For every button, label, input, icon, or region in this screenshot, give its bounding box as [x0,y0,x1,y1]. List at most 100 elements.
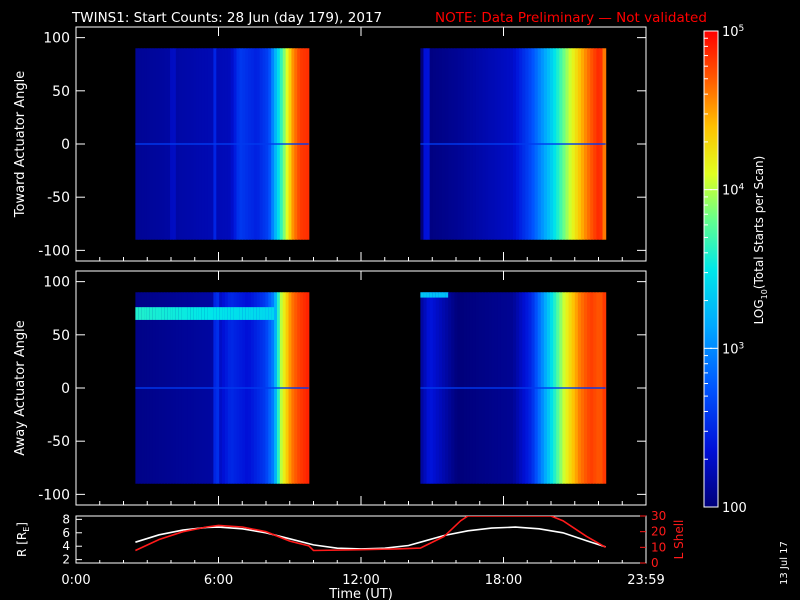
orbit-xtick-label: 6:00 [204,573,233,588]
away-band-cell [432,292,437,298]
away-band-cell [181,307,186,320]
colorbar-label-sub: 10 [760,289,769,299]
away-band-cell [198,307,203,320]
toward-ytick-label: 100 [43,31,70,47]
orbit-left-label: R [RE] [15,522,31,557]
away-band-cell [242,307,246,320]
away-band-cell [204,307,209,320]
away-band-cell [213,307,217,320]
away-band-cell [259,307,264,320]
away-band-cell [207,307,212,320]
orbit-right-tick-label: 10 [651,540,666,554]
away-band-cell [435,292,440,298]
away-band-cell [236,307,240,320]
away-band-cell [423,292,428,298]
orbit-left-tick-label: 2 [62,553,70,567]
toward-ytick-label: -50 [47,190,70,206]
away-band-cell [271,307,275,320]
away-band-cell [426,292,431,298]
away-band-cell [161,307,165,320]
away-band-cell [210,307,214,320]
toward-ytick-label: 50 [52,84,70,100]
away-band-cell [149,307,154,320]
orbit-right-tick-label: 20 [651,525,666,539]
away-band-cell [219,307,223,320]
away-band-cell [245,307,249,320]
away-band-cell [164,307,168,320]
away-band-cell [230,307,235,320]
colorbar-label-main: LOG [752,299,766,324]
away-band-cell [187,307,191,320]
toward-ylabel: Toward Actuator Angle [13,71,28,218]
colorbar: 100 103 104 105 LOG10(Total Starts per Scan… [703,24,769,516]
away-band-cell [268,307,272,320]
away-band-cell [262,307,267,320]
orbit-xtick-label: 0:00 [61,573,90,588]
away-band-cell [146,307,151,320]
orbit-xtick-label: 12:00 [342,573,379,588]
colorbar-label-rest: (Total Starts per Scan) [752,156,766,290]
away-ytick-label: 0 [61,381,70,397]
away-band-cell [190,307,194,320]
away-band-cell [250,307,255,320]
away-band-cell [155,307,160,320]
orbit-left-tick-label: 4 [62,539,70,553]
away-band-cell [445,292,449,298]
away-band-cell [158,307,162,320]
away-band-cell [253,307,258,320]
away-heatmap-cells [135,292,607,484]
away-band-cell [167,307,171,320]
date-stamp: 13 Jul 17 [779,541,790,585]
away-band-cell [201,307,206,320]
away-band-cell [144,307,148,320]
toward-heatmap-cells [135,48,607,240]
orbit-right-label: L Shell [672,520,686,560]
away-band-cell [135,307,139,320]
away-band-cell [265,307,269,320]
orbit-left-tick-label: 8 [62,512,70,526]
orbit-right-tick-label: 30 [651,509,666,523]
orbit-xtick-label: 23:59 [627,573,664,588]
away-band-cell [193,307,197,320]
away-band-cell [216,307,220,320]
away-band-cell [438,292,443,298]
away-band-cell [222,307,226,320]
away-band-cell [184,307,188,320]
away-band-cell [152,307,157,320]
away-band-cell [233,307,238,320]
toward-angle-panel: -100 -50 0 50 100 Toward Actuator Angle [13,26,647,262]
toward-ytick-label: 0 [61,137,70,153]
away-band-cell [170,307,174,320]
r-distance-line [135,526,606,550]
l-shell-line [135,516,606,552]
away-band-cell [256,307,261,320]
colorbar-gradient [703,30,719,508]
away-band-cell [141,307,145,320]
away-band-cell [178,307,183,320]
colorbar-tick-label: 104 [722,183,745,199]
colorbar-tick-label: 105 [722,24,744,40]
away-band-cell [172,307,177,320]
away-band-cell [420,292,425,298]
preliminary-note: NOTE: Data Preliminary — Not validated [435,10,707,26]
away-band-cell [239,307,243,320]
toward-ytick-label: -100 [38,243,70,259]
away-ytick-label: 50 [52,328,70,344]
away-band-cell [429,292,434,298]
colorbar-tick-label: 103 [722,341,744,357]
orbit-xlabel: Time (UT) [328,587,393,600]
away-ytick-label: -50 [47,434,70,450]
away-band-cell [138,307,142,320]
away-band-cell [441,292,446,298]
colorbar-tick-label: 100 [722,501,747,516]
away-band-cell [227,307,232,320]
colorbar-label: LOG10(Total Starts per Scan) [752,156,769,325]
away-band-cell [248,307,252,320]
orbit-right-tick-label: 0 [651,556,659,570]
orbit-left-tick-label: 6 [62,526,70,540]
away-ytick-label: 100 [43,275,70,291]
away-band-cell [196,307,200,320]
away-ytick-label: -100 [38,487,70,503]
